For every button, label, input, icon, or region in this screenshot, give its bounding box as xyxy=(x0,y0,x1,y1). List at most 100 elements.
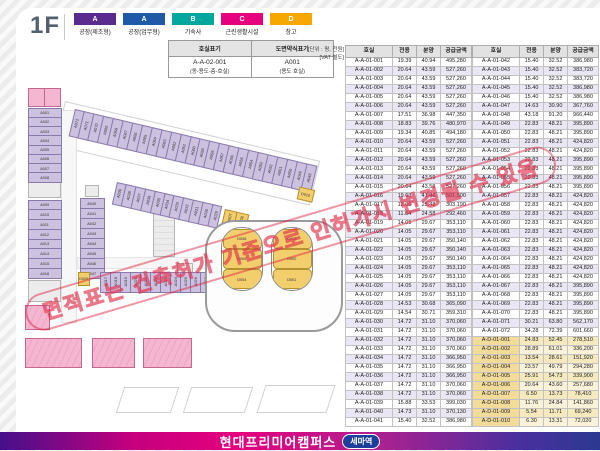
price-cell: 395,890 xyxy=(567,120,599,130)
legend-color-box: A xyxy=(74,13,116,25)
table-row: A-A-01-025 14.05 29.67 353,110 xyxy=(345,273,472,283)
table-row: A-A-01-040 14.73 31.10 370,130 xyxy=(345,408,472,418)
room-id-cell: A-A-01-013 xyxy=(345,165,393,175)
exclusive-area-cell: 22.83 xyxy=(519,237,544,247)
table-row: A-A-01-061 22.83 48.21 424,820 xyxy=(472,228,599,238)
price-table-right: 호실 전용 분양 공급금액 A-A-01-042 15.40 32.52 386,980 A-A… xyxy=(472,45,599,427)
exclusive-area-cell: 14.05 xyxy=(392,255,417,265)
table-header: 분양 xyxy=(543,45,568,58)
price-cell: 395,890 xyxy=(567,309,599,319)
price-cell: 480,970 xyxy=(440,120,472,130)
supply-area-cell: 31.10 xyxy=(416,318,441,328)
room-id-cell: A-A-01-004 xyxy=(345,84,393,94)
price-cell: 424,820 xyxy=(567,255,599,265)
room-id-cell: A-A-01-007 xyxy=(345,111,393,121)
table-row: A-D-01-003 13.54 28.61 151,920 xyxy=(472,354,599,364)
supply-area-cell: 31.10 xyxy=(416,363,441,373)
plan-room: A008 xyxy=(27,172,62,183)
table-row: A-D-01-007 6.50 13.73 78,410 xyxy=(472,390,599,400)
plan-strip-left-b: A009 A010 A011 A012 A013 A014 A015 A016 xyxy=(27,199,62,279)
plan-room-label: A048 xyxy=(305,172,313,183)
exclusive-area-cell: 20.64 xyxy=(392,66,417,76)
plan-room-label: A067 xyxy=(121,129,129,140)
table-row: A-A-01-065 22.83 48.21 424,820 xyxy=(472,264,599,274)
exclusive-area-cell: 20.64 xyxy=(392,102,417,112)
supply-area-cell: 48.21 xyxy=(543,300,568,310)
plan-room-label: A007 xyxy=(40,165,49,171)
plan-room-label: A036 xyxy=(144,195,152,206)
table-row: A-A-01-008 18.83 39.76 480,970 xyxy=(345,120,472,130)
plan-room-label: A001 xyxy=(40,110,49,115)
table-row: A-A-01-066 22.83 48.21 424,820 xyxy=(472,273,599,283)
price-cell: 395,890 xyxy=(567,300,599,310)
plan-room-label: D004 xyxy=(237,276,247,282)
exclusive-area-cell: 20.64 xyxy=(392,93,417,103)
price-cell: 424,820 xyxy=(567,246,599,256)
floor-label: 1F xyxy=(30,12,61,39)
price-cell: 278,510 xyxy=(567,336,599,346)
price-cell: 353,110 xyxy=(440,219,472,229)
plan-room-label: A066 xyxy=(131,131,139,142)
room-id-cell: A-A-01-010 xyxy=(345,138,393,148)
plan-room-label: A037 xyxy=(134,193,142,204)
exclusive-area-cell: 14.72 xyxy=(392,381,417,391)
supply-area-cell: 61.01 xyxy=(543,345,568,355)
plan-pink-block xyxy=(143,338,192,368)
exclusive-area-cell: 14.05 xyxy=(392,273,417,283)
supply-area-cell: 40.94 xyxy=(416,57,441,67)
plan-room-label: A039 xyxy=(115,188,123,199)
plan-room-label: A064 xyxy=(150,136,158,147)
table-row: A-D-01-004 23.57 49.79 294,280 xyxy=(472,363,599,373)
room-id-cell: A-A-01-049 xyxy=(472,120,520,130)
table-row: A-A-01-024 14.05 29.67 353,110 xyxy=(345,264,472,274)
legend-label: 공장(업무형) xyxy=(128,30,160,36)
exclusive-area-cell: 14.72 xyxy=(392,336,417,346)
legend-label: 창고 xyxy=(285,30,297,36)
unit-note-line1: [단위 : 평, 천원] xyxy=(308,47,344,53)
plan-room-label: A015 xyxy=(40,261,49,266)
room-id-cell: A-A-01-040 xyxy=(345,408,393,418)
exclusive-area-cell: 14.53 xyxy=(392,300,417,310)
legend-color-box: C xyxy=(221,13,263,25)
room-id-cell: A-A-01-014 xyxy=(345,174,393,184)
table-row: A-A-01-033 14.72 31.10 370,060 xyxy=(345,345,472,355)
supply-area-cell: 48.21 xyxy=(543,309,568,319)
exclusive-area-cell: 22.83 xyxy=(519,219,544,229)
table-row: A-A-01-035 14.72 31.10 366,950 xyxy=(345,363,472,373)
brand-logo: 현대프리미어캠퍼스 xyxy=(219,434,337,450)
exclusive-area-cell: 5.54 xyxy=(519,408,544,418)
supply-area-cell: 33.53 xyxy=(416,399,441,409)
legend-color-box: A xyxy=(123,13,165,25)
supply-area-cell: 29.67 xyxy=(416,264,441,274)
supply-area-cell: 48.21 xyxy=(543,129,568,139)
table-header: 호실 xyxy=(472,45,520,58)
room-id-cell: A-A-01-045 xyxy=(472,84,520,94)
exclusive-area-cell: 15.40 xyxy=(519,93,544,103)
plan-pink-block xyxy=(92,338,135,368)
supply-area-cell: 30.90 xyxy=(543,102,568,112)
exclusive-area-cell: 20.64 xyxy=(392,138,417,148)
exclusive-area-cell: 14.05 xyxy=(392,291,417,301)
price-cell: 386,980 xyxy=(567,93,599,103)
table-header: 전용 xyxy=(519,45,544,58)
supply-area-cell: 54.73 xyxy=(543,372,568,382)
supply-area-cell: 36.98 xyxy=(416,111,441,121)
supply-area-cell: 43.59 xyxy=(416,147,441,157)
supply-area-cell: 32.52 xyxy=(543,57,568,67)
price-cell: 527,260 xyxy=(440,138,472,148)
room-id-cell: A-A-01-033 xyxy=(345,345,393,355)
exclusive-area-cell: 20.64 xyxy=(392,165,417,175)
price-cell: 424,820 xyxy=(567,192,599,202)
plan-room-label: D010 xyxy=(300,190,311,198)
table-row: A-A-01-071 30.21 63.80 562,170 xyxy=(472,318,599,328)
exclusive-area-cell: 14.72 xyxy=(392,372,417,382)
table-row: A-A-01-038 14.72 31.10 370,060 xyxy=(345,390,472,400)
supply-area-cell: 48.21 xyxy=(543,219,568,229)
plan-room-label: A071 xyxy=(82,120,90,131)
price-cell: 370,060 xyxy=(440,327,472,337)
room-id-cell: A-A-01-024 xyxy=(345,264,393,274)
price-cell: 494,180 xyxy=(440,129,472,139)
plan-room-label: A038 xyxy=(125,190,133,202)
plan-room: D009 xyxy=(77,271,90,286)
plan-room-label: D001 xyxy=(287,276,297,282)
